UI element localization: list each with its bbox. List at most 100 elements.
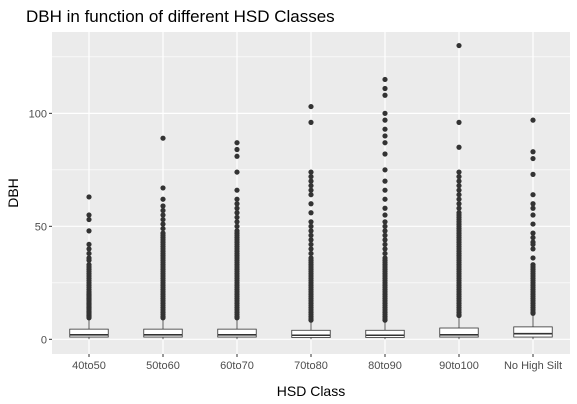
outlier-point bbox=[160, 221, 166, 227]
outlier-point bbox=[382, 246, 388, 252]
outlier-point bbox=[530, 246, 536, 252]
outlier-point bbox=[382, 232, 388, 238]
outlier-point bbox=[234, 196, 240, 202]
outlier-point bbox=[308, 210, 314, 216]
iqr-box bbox=[143, 328, 183, 338]
outlier-point bbox=[308, 187, 314, 193]
outlier-point bbox=[456, 312, 462, 319]
outlier-point bbox=[530, 235, 536, 241]
outlier-point bbox=[160, 212, 166, 218]
outlier-point bbox=[456, 187, 462, 193]
x-tick-label: 60to70 bbox=[220, 360, 254, 372]
outlier-point bbox=[308, 119, 314, 125]
outlier-point bbox=[530, 171, 536, 177]
outlier-point bbox=[382, 117, 388, 123]
outlier-point bbox=[530, 192, 536, 198]
outlier-point bbox=[86, 212, 92, 218]
outlier-point bbox=[530, 241, 536, 248]
outlier-point bbox=[382, 250, 388, 257]
outlier-point bbox=[530, 255, 536, 261]
outlier-point bbox=[382, 237, 388, 243]
outlier-point bbox=[160, 315, 166, 321]
outlier-point bbox=[456, 192, 462, 198]
outlier-point bbox=[234, 169, 240, 175]
outlier-point bbox=[382, 223, 388, 229]
box-60to70 bbox=[217, 140, 257, 340]
outlier-point bbox=[86, 315, 92, 321]
outlier-point bbox=[308, 201, 314, 207]
outlier-point bbox=[382, 126, 388, 132]
outlier-point bbox=[234, 315, 240, 321]
outlier-point bbox=[530, 221, 536, 227]
outlier-point bbox=[530, 149, 536, 155]
x-axis: 40to50 50to60 60to70 70to80 80to90 90to100 No … bbox=[72, 354, 562, 372]
outlier-point bbox=[456, 144, 462, 150]
outlier-point bbox=[382, 212, 388, 218]
outlier-point bbox=[382, 151, 388, 157]
y-axis: 0 50 100 bbox=[29, 108, 52, 346]
outlier-point bbox=[86, 250, 92, 257]
outlier-point bbox=[382, 110, 388, 116]
outlier-point bbox=[160, 135, 166, 141]
outlier-point bbox=[234, 201, 240, 207]
outlier-point bbox=[308, 169, 314, 175]
box-no-high-silt bbox=[513, 117, 553, 340]
x-tick-label: 40to50 bbox=[72, 360, 106, 372]
outlier-point bbox=[234, 205, 240, 211]
outlier-point bbox=[456, 178, 462, 184]
outlier-point bbox=[530, 230, 536, 236]
box-70to80 bbox=[291, 103, 331, 340]
outlier-point bbox=[456, 196, 462, 202]
outlier-point bbox=[530, 117, 536, 123]
outlier-point bbox=[308, 223, 314, 229]
outlier-point bbox=[530, 201, 536, 207]
outlier-point bbox=[234, 187, 240, 193]
outlier-point bbox=[308, 219, 314, 225]
outlier-point bbox=[382, 167, 388, 173]
outlier-point bbox=[160, 216, 166, 223]
x-tick-label: 80to90 bbox=[368, 360, 402, 372]
x-tick-label: 90to100 bbox=[439, 360, 479, 372]
outlier-point bbox=[382, 140, 388, 146]
outlier-point bbox=[86, 257, 92, 263]
outlier-point bbox=[382, 219, 388, 225]
outlier-point bbox=[86, 216, 92, 223]
x-tick-label: No High Silt bbox=[504, 360, 562, 372]
outlier-point bbox=[86, 194, 92, 200]
outlier-point bbox=[234, 153, 240, 159]
outlier-point bbox=[382, 228, 388, 234]
outlier-point bbox=[530, 155, 536, 162]
outlier-point bbox=[456, 205, 462, 211]
outlier-point bbox=[160, 185, 166, 191]
iqr-box bbox=[217, 328, 257, 338]
outlier-point bbox=[308, 192, 314, 198]
outlier-point bbox=[308, 228, 314, 234]
iqr-box bbox=[513, 326, 553, 338]
x-tick-label: 70to80 bbox=[294, 360, 328, 372]
outlier-point bbox=[234, 210, 240, 216]
box-40to50 bbox=[69, 194, 109, 340]
outlier-point bbox=[308, 317, 314, 323]
outlier-point bbox=[530, 310, 536, 316]
outlier-point bbox=[234, 140, 240, 146]
outlier-point bbox=[382, 92, 388, 98]
x-tick-label: 50to60 bbox=[146, 360, 180, 372]
y-tick-label: 100 bbox=[29, 108, 47, 120]
outlier-point bbox=[308, 183, 314, 189]
outlier-point bbox=[382, 85, 388, 92]
box-50to60 bbox=[143, 135, 183, 340]
outlier-point bbox=[530, 212, 536, 218]
outlier-point bbox=[308, 241, 314, 248]
y-tick-label: 0 bbox=[41, 334, 47, 346]
outlier-point bbox=[382, 317, 388, 323]
outlier-point bbox=[456, 183, 462, 189]
box-series bbox=[69, 42, 553, 340]
box-80to90 bbox=[365, 76, 405, 340]
chart-title: DBH in function of different HSD Classes bbox=[26, 7, 335, 26]
outlier-point bbox=[382, 133, 388, 139]
outlier-point bbox=[308, 178, 314, 184]
outlier-point bbox=[308, 174, 314, 180]
outlier-point bbox=[234, 214, 240, 220]
outlier-point bbox=[530, 205, 536, 211]
